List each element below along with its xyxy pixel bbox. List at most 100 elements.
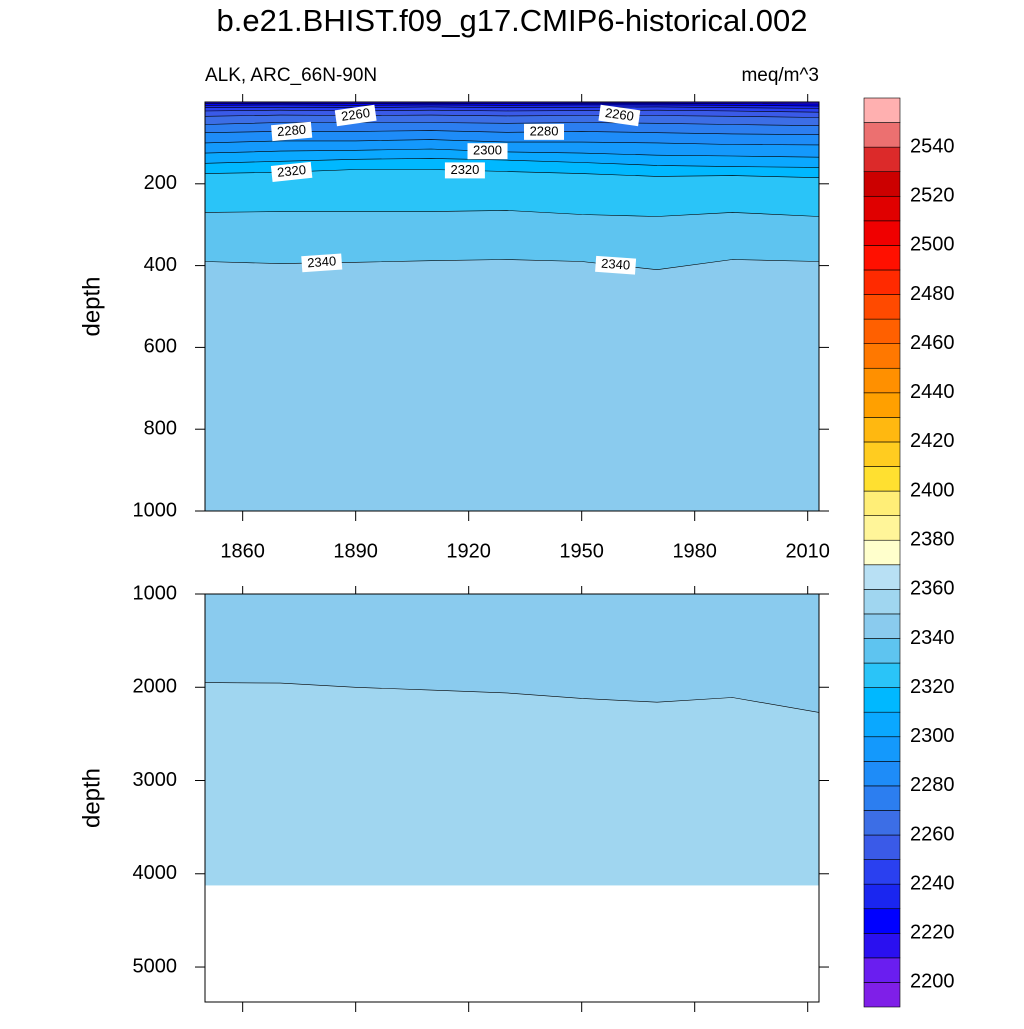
colorbar-box — [863, 466, 901, 492]
contour-label-bg — [598, 104, 641, 127]
contour-line — [205, 158, 819, 168]
chart-title: b.e21.BHIST.f09_g17.CMIP6-historical.002 — [216, 3, 807, 38]
y-tick-label: 3000 — [133, 769, 178, 791]
colorbar-label: 2500 — [910, 234, 955, 256]
y-tick-label: 1000 — [133, 582, 178, 604]
y-tick-label: 1000 — [133, 499, 178, 521]
contour-line — [205, 104, 819, 107]
subtitle-right: meq/m^3 — [741, 65, 819, 86]
contour-line — [205, 682, 819, 713]
colorbar-box — [863, 957, 901, 983]
x-tick-label: 2010 — [785, 540, 830, 562]
colorbar-box — [863, 171, 901, 197]
contour-label-bg — [271, 121, 313, 142]
contour-label-text: 2260 — [604, 105, 635, 124]
colorbar-label: 2400 — [910, 479, 955, 501]
colorbar-label: 2300 — [910, 725, 955, 747]
y-tick-label: 800 — [144, 417, 177, 439]
colorbar-box — [863, 245, 901, 271]
colorbar-box — [863, 195, 901, 222]
colorbar-box — [863, 859, 901, 885]
contour-label-bg — [467, 143, 508, 160]
panel-frame — [204, 593, 820, 1003]
contour-line — [205, 210, 819, 217]
colorbar-box — [863, 343, 901, 369]
contour-label-bg — [334, 104, 377, 127]
y-tick-label: 200 — [144, 172, 177, 194]
colorbar-box — [863, 97, 901, 123]
contour-label-text: 2340 — [601, 256, 631, 273]
contour-label: 2340 — [595, 256, 637, 275]
contour-label-text: 2280 — [276, 122, 306, 139]
contour-label: 2260 — [334, 104, 377, 127]
y-tick-label: 5000 — [133, 955, 178, 977]
colorbar-label: 2240 — [910, 872, 955, 894]
contour-label: 2280 — [271, 121, 313, 142]
colorbar-box — [863, 982, 901, 1008]
contour-label-bg — [524, 123, 565, 140]
x-tick-label: 1920 — [446, 540, 491, 562]
y-tick-label: 4000 — [133, 862, 178, 884]
x-tick-label: 1860 — [220, 540, 265, 562]
colorbar-label: 2260 — [910, 823, 955, 845]
colorbar-box — [863, 638, 901, 664]
colorbar-box — [863, 318, 901, 344]
contour-label-bg — [270, 161, 313, 182]
contour-label-text: 2320 — [450, 162, 479, 177]
y-tick-label: 600 — [144, 336, 177, 358]
contour-line — [205, 102, 819, 105]
colorbar-box — [863, 417, 901, 443]
contour-label-text: 2260 — [340, 105, 371, 124]
colorbar-box — [863, 662, 901, 688]
x-tick-label: 1950 — [559, 540, 604, 562]
colorbar-box — [863, 269, 901, 295]
colorbar-box — [863, 122, 901, 148]
colorbar-box — [863, 785, 901, 811]
y-axis-label: depth — [78, 768, 105, 828]
panel — [205, 102, 819, 511]
contour-label: 2320 — [270, 161, 313, 182]
contour-line — [205, 139, 819, 146]
colorbar-label: 2440 — [910, 381, 955, 403]
x-tick-label: 1980 — [672, 540, 717, 562]
y-tick-label: 2000 — [133, 676, 178, 698]
colorbar-label: 2380 — [910, 528, 955, 550]
colorbar-box — [863, 834, 901, 860]
colorbar-box — [863, 146, 901, 173]
colorbar-box — [863, 761, 901, 787]
contour-label-text: 2340 — [307, 253, 337, 270]
x-tick-label: 1890 — [333, 540, 378, 562]
colorbar-box — [863, 810, 901, 836]
contour-label-bg — [444, 162, 485, 179]
subtitle-left: ALK, ARC_66N-90N — [205, 65, 377, 86]
colorbar-label: 2420 — [910, 430, 955, 452]
colorbar-label: 2200 — [910, 971, 955, 993]
colorbar-label: 2340 — [910, 627, 955, 649]
colorbar-box — [863, 441, 901, 467]
colorbar-box — [863, 883, 901, 910]
colorbar-box — [863, 613, 901, 639]
colorbar-label: 2280 — [910, 774, 955, 796]
colorbar-box — [863, 294, 901, 320]
contour-label-text: 2280 — [530, 123, 559, 138]
contour-label: 2300 — [467, 143, 508, 160]
contour-line — [205, 114, 819, 118]
colorbar-label: 2360 — [910, 578, 955, 600]
contour-label-text: 2320 — [276, 162, 306, 180]
contour-label: 2260 — [598, 104, 641, 127]
colorbar-box — [863, 932, 901, 959]
colorbar-box — [863, 490, 901, 516]
colorbar-box — [863, 589, 901, 615]
contour-label: 2340 — [301, 253, 343, 273]
colorbar-label: 2460 — [910, 332, 955, 354]
contour-line — [205, 109, 819, 113]
colorbar-label: 2480 — [910, 283, 955, 305]
colorbar-label: 2320 — [910, 676, 955, 698]
contour-label: 2320 — [444, 162, 485, 179]
ocean-floor — [205, 885, 819, 1002]
contour-label: 2280 — [524, 123, 565, 140]
colorbar-box — [863, 392, 901, 418]
panel-frame — [204, 101, 820, 512]
contour-fill — [205, 259, 819, 511]
